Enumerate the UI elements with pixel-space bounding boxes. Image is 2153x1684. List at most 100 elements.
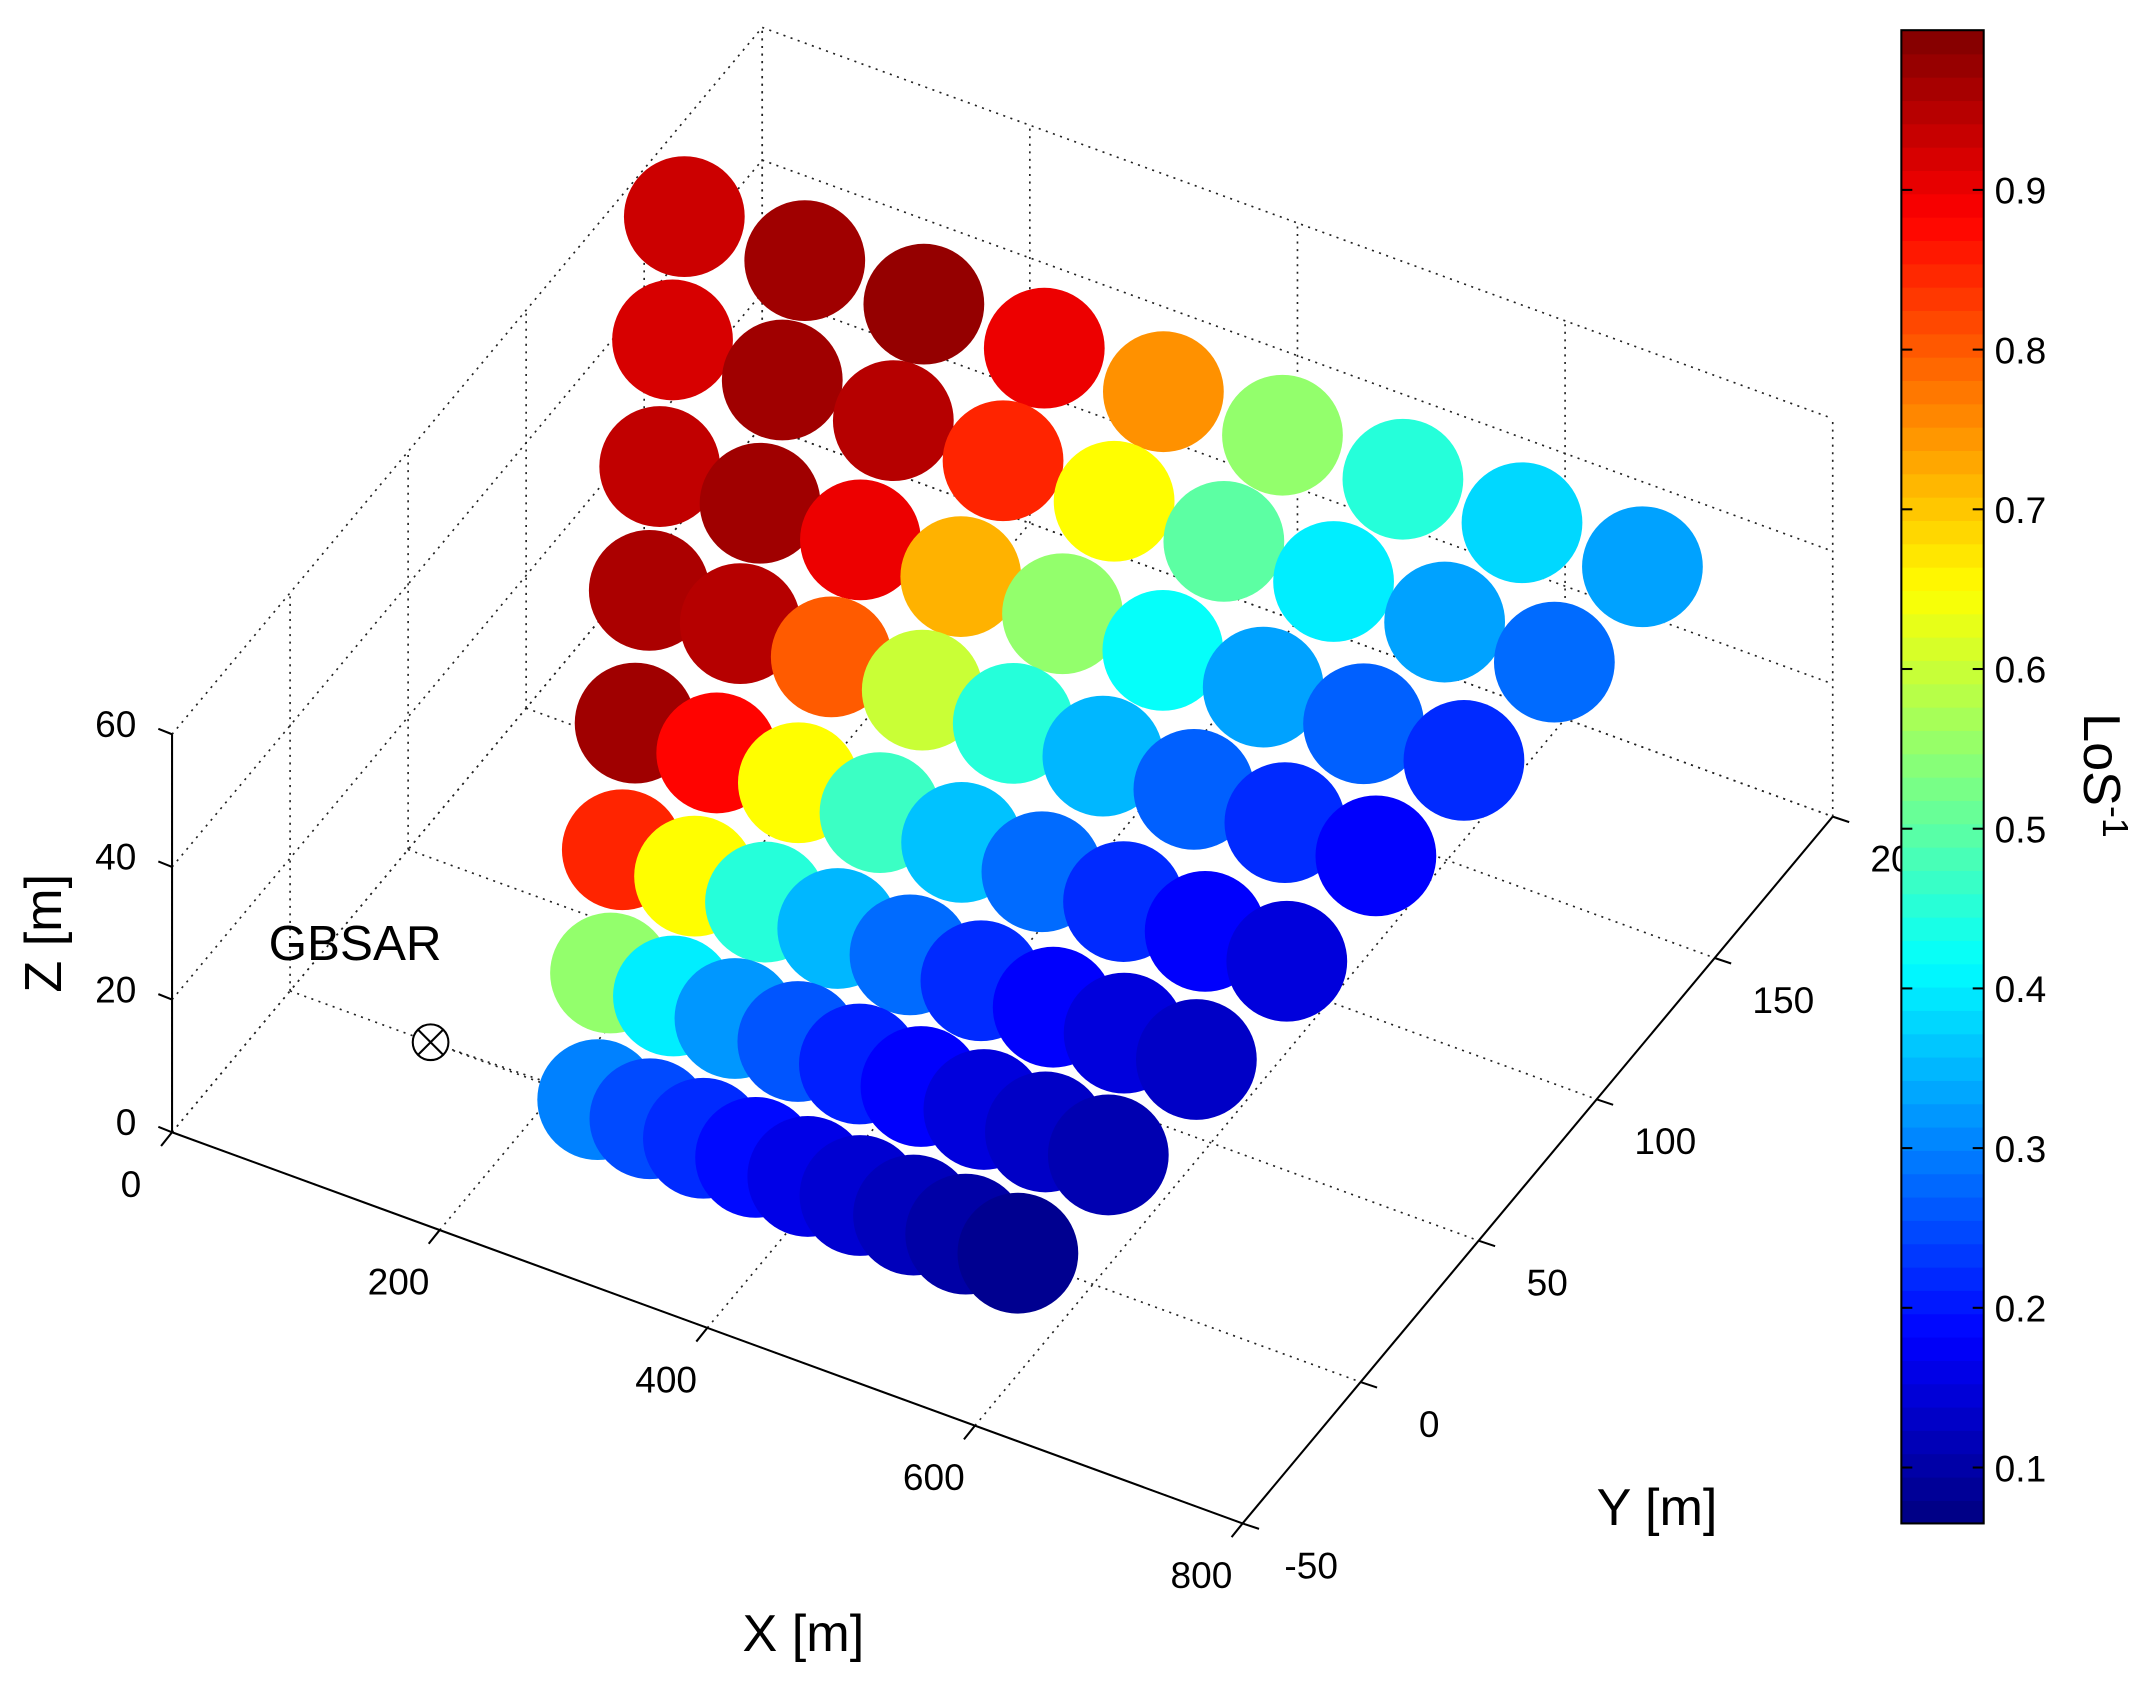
colorbar-swatch [1901, 1126, 1984, 1151]
colorbar-swatch [1901, 1056, 1984, 1081]
grid-line [289, 990, 1361, 1383]
colorbar-tick-label: 0.9 [1995, 170, 2047, 212]
point [1042, 695, 1164, 817]
colorbar-swatch [1901, 1500, 1984, 1525]
z-tick-label: 20 [95, 968, 136, 1010]
gbsar-marker [417, 1029, 444, 1056]
colorbar-swatch [1901, 146, 1984, 172]
colorbar-swatch [1901, 566, 1984, 591]
colorbar-swatch [1901, 1033, 1984, 1058]
y-tick [1242, 1522, 1260, 1530]
colorbar-swatch [1901, 1290, 1984, 1315]
colorbar-swatch [1901, 636, 1984, 661]
colorbar-swatch [1901, 1313, 1984, 1338]
colorbar-tick-label: 0.1 [1995, 1447, 2047, 1489]
colorbar-tick-label: 0.7 [1995, 489, 2047, 531]
colorbar-swatch [1901, 76, 1984, 102]
colorbar-swatch [1901, 1150, 1984, 1175]
colorbar-swatch [1901, 30, 1984, 55]
colorbar-swatch [1901, 1173, 1984, 1198]
y-tick-label: 150 [1752, 979, 1814, 1021]
point [679, 563, 801, 684]
colorbar-swatch [1901, 613, 1984, 638]
colorbar-swatch [1901, 403, 1984, 428]
point [699, 442, 821, 564]
colorbar-swatch [1901, 170, 1984, 195]
point [942, 400, 1064, 522]
point [1461, 462, 1583, 584]
colorbar-swatch [1901, 916, 1984, 941]
point [1582, 506, 1703, 628]
colorbar-swatch [1901, 496, 1984, 521]
y-tick [1832, 815, 1850, 824]
y-tick [1478, 1239, 1496, 1248]
point [721, 319, 843, 441]
x-axis-label: X [m] [743, 1605, 865, 1663]
point [1202, 626, 1324, 748]
colorbar-swatch [1901, 53, 1984, 78]
colorbar-swatch [1901, 1266, 1984, 1291]
colorbar-swatch [1901, 1010, 1984, 1035]
z-tick [157, 860, 173, 868]
grid-line [407, 848, 1479, 1242]
point [1135, 999, 1257, 1120]
colorbar-label: LoS-1 [2072, 713, 2135, 838]
colorbar-swatch [1901, 1383, 1984, 1408]
colorbar-swatch [1901, 660, 1984, 685]
colorbar-frame [1900, 29, 1985, 1525]
colorbar-swatch [1901, 216, 1984, 242]
colorbar-swatch [1901, 1080, 1984, 1105]
colorbar-swatch [1901, 263, 1984, 288]
point [623, 156, 745, 278]
colorbar-swatch [1901, 1220, 1984, 1245]
colorbar-swatch [1901, 426, 1984, 451]
point [1102, 331, 1224, 453]
point [1315, 795, 1437, 917]
x-tick [1230, 1522, 1244, 1538]
grid-line [761, 424, 1834, 818]
grid-line [761, 26, 1834, 420]
point [599, 406, 721, 527]
colorbar-swatch [1901, 240, 1984, 265]
x-tick-label: 400 [635, 1358, 697, 1400]
colorbar-swatch [1901, 800, 1984, 825]
colorbar-swatch [1901, 356, 1984, 381]
point [1226, 900, 1348, 1022]
colorbar-swatch [1901, 1430, 1984, 1455]
point [832, 360, 954, 482]
z-tick-label: 60 [95, 703, 136, 745]
point [1342, 418, 1464, 540]
z-tick [157, 727, 173, 736]
point-cloud [537, 156, 1703, 1314]
point [1053, 440, 1175, 562]
point [1222, 374, 1343, 496]
colorbar-swatch [1901, 543, 1984, 568]
point [1002, 553, 1123, 675]
colorbar-swatch [1901, 1196, 1984, 1221]
point [800, 479, 921, 601]
colorbar-swatch [1901, 380, 1984, 405]
colorbar-swatch [1901, 333, 1984, 358]
y-tick-label: 100 [1634, 1120, 1696, 1162]
colorbar-swatch [1901, 450, 1984, 475]
colorbar-swatch [1901, 1453, 1984, 1478]
colorbar-label-base: LoS [2072, 713, 2130, 806]
colorbar-tick-label: 0.8 [1995, 329, 2047, 371]
colorbar-swatch [1901, 870, 1984, 895]
x-tick [427, 1229, 441, 1245]
x-tick [963, 1424, 976, 1441]
x-tick [160, 1131, 173, 1147]
colorbar-swatch [1901, 1476, 1984, 1501]
point [861, 629, 983, 751]
annotation: GBSAR [269, 916, 442, 971]
colorbar-tick-label: 0.6 [1995, 649, 2047, 691]
colorbar-swatch [1901, 753, 1984, 778]
point [1403, 700, 1525, 821]
point [1493, 601, 1615, 723]
point [770, 596, 892, 718]
grid-line [761, 159, 1834, 553]
colorbar-swatch [1901, 730, 1984, 755]
point [1163, 481, 1285, 602]
